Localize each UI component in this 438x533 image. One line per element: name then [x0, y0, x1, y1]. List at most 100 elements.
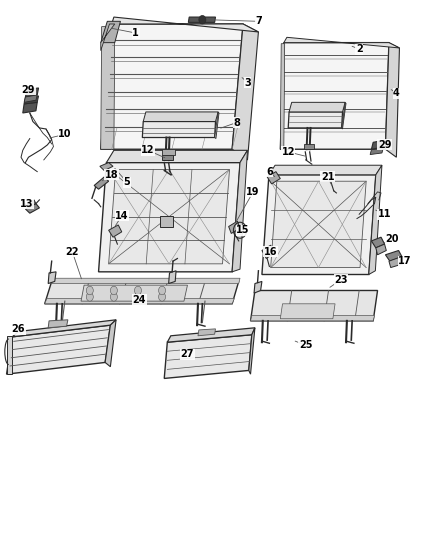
Polygon shape	[232, 150, 247, 272]
Polygon shape	[48, 320, 68, 328]
Circle shape	[159, 286, 166, 295]
Polygon shape	[162, 149, 175, 155]
Polygon shape	[267, 172, 280, 184]
Circle shape	[199, 15, 206, 24]
Text: 12: 12	[282, 147, 295, 157]
Polygon shape	[251, 290, 378, 321]
Polygon shape	[164, 335, 252, 378]
Text: 22: 22	[66, 247, 79, 256]
Polygon shape	[105, 320, 116, 367]
Text: 10: 10	[58, 130, 71, 139]
Text: 3: 3	[244, 78, 251, 87]
Polygon shape	[24, 96, 39, 104]
Polygon shape	[369, 165, 382, 274]
Text: 14: 14	[115, 211, 128, 221]
Text: 20: 20	[385, 234, 399, 244]
Polygon shape	[215, 112, 219, 139]
Circle shape	[134, 293, 141, 301]
Polygon shape	[81, 285, 187, 301]
Text: 5: 5	[124, 177, 131, 187]
Polygon shape	[280, 44, 285, 149]
Polygon shape	[198, 329, 215, 336]
Text: 29: 29	[22, 85, 35, 94]
Polygon shape	[106, 150, 247, 163]
Text: 11: 11	[378, 209, 391, 219]
Polygon shape	[304, 144, 314, 149]
Circle shape	[110, 286, 117, 295]
Polygon shape	[101, 24, 115, 51]
Circle shape	[134, 286, 141, 295]
Text: 17: 17	[399, 256, 412, 266]
Text: 4: 4	[393, 88, 400, 98]
Circle shape	[86, 286, 93, 295]
Polygon shape	[7, 325, 110, 374]
Text: 25: 25	[299, 341, 312, 350]
Polygon shape	[45, 298, 234, 304]
Text: 26: 26	[12, 325, 25, 334]
Polygon shape	[188, 17, 215, 22]
Polygon shape	[371, 237, 385, 248]
Polygon shape	[52, 278, 240, 284]
Polygon shape	[385, 43, 399, 157]
Polygon shape	[271, 181, 366, 268]
Text: 12: 12	[141, 146, 155, 155]
Polygon shape	[101, 27, 115, 149]
Text: 7: 7	[255, 17, 262, 26]
Polygon shape	[24, 95, 37, 102]
Polygon shape	[269, 165, 382, 175]
Circle shape	[110, 293, 117, 301]
Text: 23: 23	[334, 275, 347, 285]
Polygon shape	[370, 148, 383, 155]
Text: 8: 8	[233, 118, 240, 127]
Text: 21: 21	[321, 172, 334, 182]
Polygon shape	[23, 102, 37, 113]
Polygon shape	[101, 24, 243, 149]
Text: 2: 2	[356, 44, 363, 54]
Polygon shape	[48, 272, 56, 284]
Polygon shape	[100, 163, 113, 171]
Polygon shape	[25, 88, 39, 97]
Polygon shape	[160, 216, 173, 227]
Polygon shape	[7, 336, 12, 374]
Text: 15: 15	[237, 225, 250, 235]
Text: 19: 19	[247, 187, 260, 197]
Polygon shape	[45, 281, 239, 304]
Text: 16: 16	[264, 247, 277, 256]
Polygon shape	[109, 169, 230, 264]
Polygon shape	[289, 102, 345, 112]
Polygon shape	[254, 281, 262, 293]
Polygon shape	[101, 21, 120, 43]
Polygon shape	[99, 163, 240, 272]
Polygon shape	[249, 328, 255, 374]
Text: 6: 6	[266, 167, 273, 176]
Polygon shape	[109, 225, 122, 237]
Text: 27: 27	[181, 350, 194, 359]
Polygon shape	[25, 204, 39, 213]
Polygon shape	[94, 177, 109, 189]
Polygon shape	[280, 304, 335, 319]
Circle shape	[159, 293, 166, 301]
Polygon shape	[376, 244, 386, 255]
Text: 13: 13	[20, 199, 33, 208]
Polygon shape	[142, 122, 215, 138]
Polygon shape	[280, 43, 389, 149]
Polygon shape	[342, 102, 346, 129]
Polygon shape	[162, 155, 173, 160]
Text: 18: 18	[105, 170, 119, 180]
Polygon shape	[232, 24, 258, 160]
Polygon shape	[389, 257, 403, 268]
Text: 24: 24	[133, 295, 146, 304]
Polygon shape	[371, 140, 385, 149]
Polygon shape	[251, 316, 374, 321]
Polygon shape	[169, 271, 176, 284]
Polygon shape	[12, 320, 116, 337]
Polygon shape	[143, 112, 218, 122]
Polygon shape	[284, 37, 399, 48]
Polygon shape	[288, 112, 343, 128]
Polygon shape	[262, 245, 274, 259]
Circle shape	[237, 226, 244, 235]
Circle shape	[86, 293, 93, 301]
Polygon shape	[229, 221, 240, 233]
Polygon shape	[262, 175, 376, 274]
Polygon shape	[167, 328, 255, 342]
